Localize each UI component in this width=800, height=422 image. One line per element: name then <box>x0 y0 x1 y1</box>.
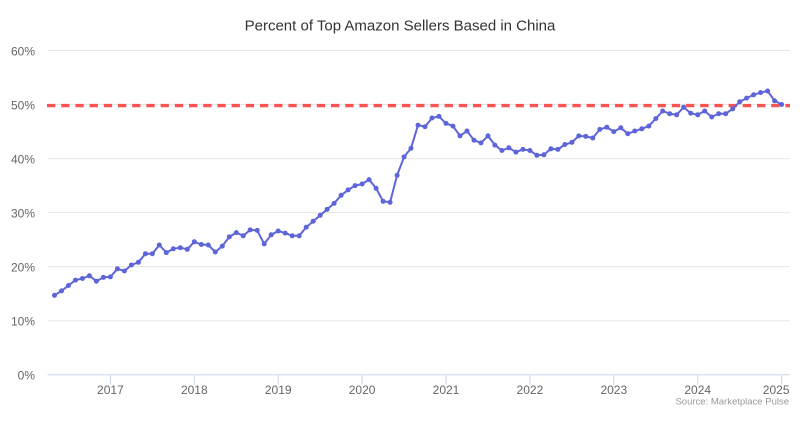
svg-text:2021: 2021 <box>433 383 460 397</box>
svg-text:2024: 2024 <box>684 383 711 397</box>
svg-text:50%: 50% <box>11 99 35 113</box>
svg-text:0%: 0% <box>18 369 36 383</box>
svg-text:2018: 2018 <box>181 383 208 397</box>
svg-text:2020: 2020 <box>349 383 376 397</box>
svg-text:10%: 10% <box>11 315 35 329</box>
svg-text:2023: 2023 <box>600 383 627 397</box>
svg-text:30%: 30% <box>11 207 35 221</box>
svg-text:20%: 20% <box>11 261 35 275</box>
svg-text:Source: Marketplace Pulse: Source: Marketplace Pulse <box>675 397 789 408</box>
svg-text:2022: 2022 <box>517 383 544 397</box>
svg-text:Percent of Top Amazon Sellers: Percent of Top Amazon Sellers Based in C… <box>245 18 556 35</box>
svg-text:2019: 2019 <box>265 383 292 397</box>
svg-text:60%: 60% <box>11 45 35 59</box>
svg-text:40%: 40% <box>11 153 35 167</box>
svg-text:2025: 2025 <box>763 383 790 397</box>
svg-text:2017: 2017 <box>97 383 124 397</box>
